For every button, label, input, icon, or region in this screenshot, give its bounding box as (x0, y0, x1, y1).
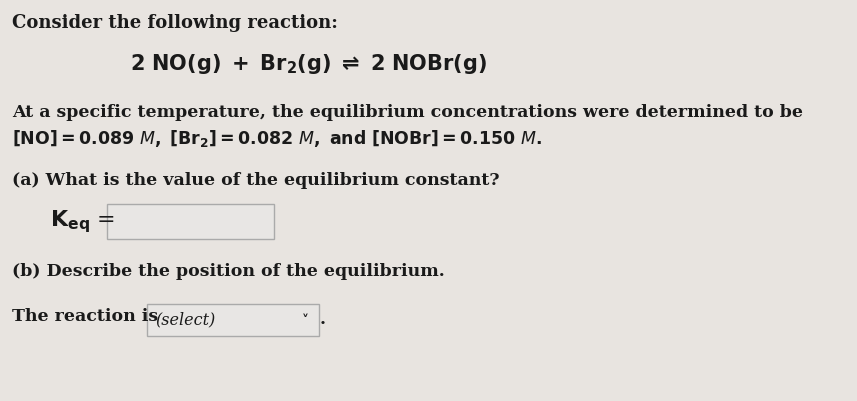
Text: Consider the following reaction:: Consider the following reaction: (12, 14, 338, 32)
Text: $\bf{[NO] = 0.089\ \mathit{M},\ [Br_2] = 0.082\ \mathit{M},\ and\ [NOBr] = 0.150: $\bf{[NO] = 0.089\ \mathit{M},\ [Br_2] =… (12, 128, 542, 149)
FancyBboxPatch shape (107, 204, 274, 239)
Text: ˅: ˅ (302, 314, 309, 328)
Text: (a) What is the value of the equilibrium constant?: (a) What is the value of the equilibrium… (12, 172, 500, 189)
Text: $\mathbf{K_{eq}}$ =: $\mathbf{K_{eq}}$ = (50, 208, 115, 235)
Text: (select): (select) (155, 311, 215, 328)
FancyBboxPatch shape (147, 304, 319, 336)
Text: $\bf{2\ NO(g)\ +\ Br_2(g)\ \rightleftharpoons\ 2\ NOBr(g)}$: $\bf{2\ NO(g)\ +\ Br_2(g)\ \rightlefthar… (130, 52, 487, 76)
Text: .: . (320, 311, 326, 328)
Text: The reaction is: The reaction is (12, 308, 159, 325)
Text: At a specific temperature, the equilibrium concentrations were determined to be: At a specific temperature, the equilibri… (12, 104, 803, 121)
Text: (b) Describe the position of the equilibrium.: (b) Describe the position of the equilib… (12, 263, 445, 280)
